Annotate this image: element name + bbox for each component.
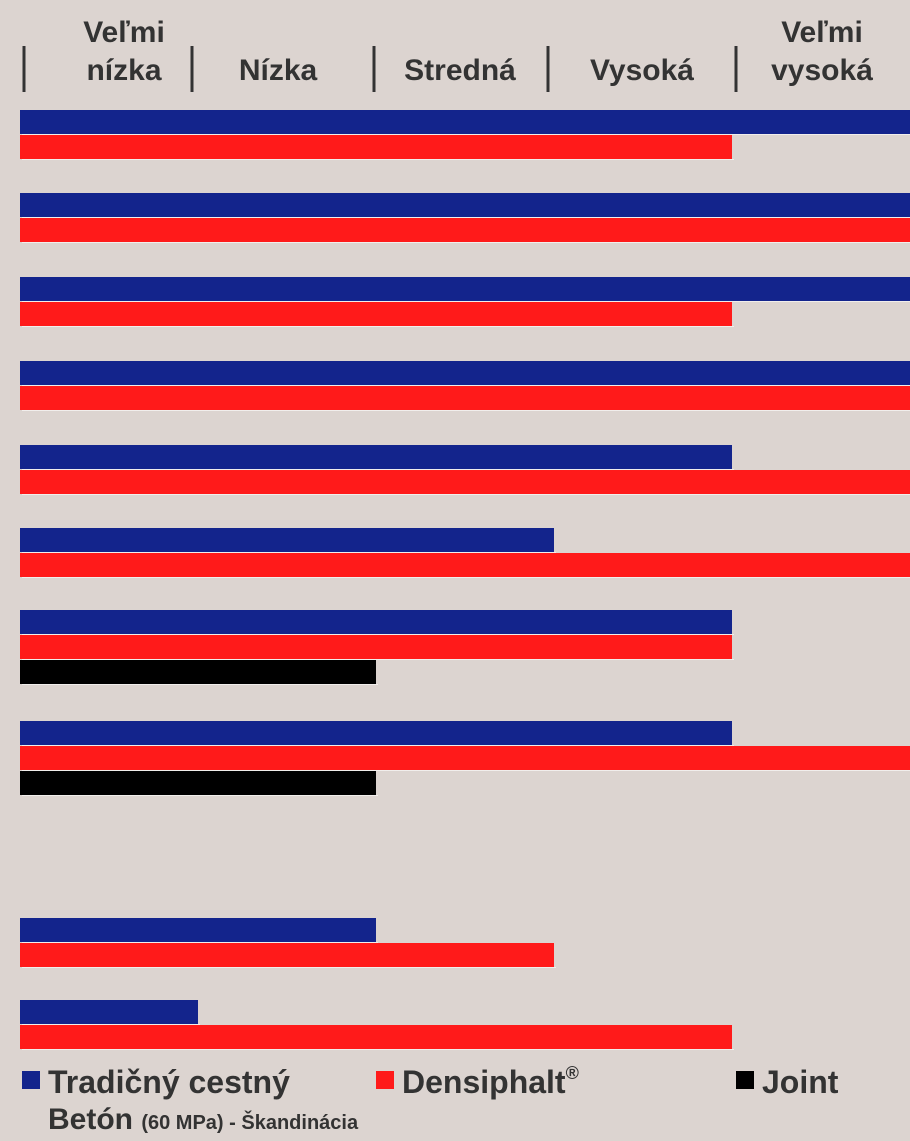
scale-label: Stredná	[404, 54, 516, 87]
bar-highlight	[22, 659, 734, 660]
bar-highlight	[22, 1024, 200, 1025]
bar-highlight	[22, 795, 378, 796]
legend-item-joint: Joint	[736, 1062, 838, 1102]
legend-label-traditional: Tradičný cestný	[48, 1064, 290, 1100]
bar-traditional	[20, 445, 732, 469]
bar-highlight	[22, 326, 734, 327]
bar-traditional	[20, 1000, 198, 1024]
bar-highlight	[22, 494, 910, 495]
scale-label: Veľmi	[83, 16, 165, 49]
legend-swatch-densiphalt	[376, 1071, 394, 1089]
bar-densiphalt	[20, 135, 732, 159]
legend-swatch-traditional	[22, 1071, 40, 1089]
bar-densiphalt	[20, 943, 554, 967]
bar-highlight	[22, 301, 910, 302]
bar-highlight	[22, 552, 556, 553]
bar-highlight	[22, 242, 910, 243]
bar-traditional	[20, 277, 910, 301]
bar-highlight	[22, 134, 910, 135]
bar-densiphalt	[20, 635, 732, 659]
legend-sublabel-main: Betón	[48, 1103, 133, 1136]
legend-item-traditional: Tradičný cestný	[22, 1062, 290, 1102]
bar-highlight	[22, 684, 378, 685]
bar-densiphalt	[20, 302, 732, 326]
bar-densiphalt	[20, 218, 910, 242]
scale-label: nízka	[86, 54, 161, 87]
legend-swatch-joint	[736, 1071, 754, 1089]
bar-densiphalt	[20, 1025, 732, 1049]
bar-densiphalt	[20, 470, 910, 494]
bar-highlight	[22, 745, 734, 746]
legend-sublabel-detail: (60 MPa) - Škandinácia	[141, 1112, 359, 1134]
bar-densiphalt	[20, 386, 910, 410]
bar-joint	[20, 771, 376, 795]
bar-highlight	[22, 385, 910, 386]
scale-label: vysoká	[771, 54, 873, 87]
bar-densiphalt	[20, 553, 910, 577]
bar-highlight	[22, 577, 910, 578]
bar-joint	[20, 660, 376, 684]
bar-highlight	[22, 217, 910, 218]
scale-label: Veľmi	[781, 16, 863, 49]
bar-traditional	[20, 361, 910, 385]
legend-item-densiphalt: Densiphalt®	[376, 1062, 579, 1102]
legend-registered-mark: ®	[565, 1063, 579, 1083]
scale-label: Nízka	[239, 54, 318, 87]
bar-highlight	[22, 942, 378, 943]
bar-highlight	[22, 159, 734, 160]
bar-chart: Veľmi nízka Nízka Stredná Vysoká Veľmi vysoká	[20, 16, 910, 1050]
bar-highlight	[22, 1049, 734, 1050]
bar-traditional	[20, 110, 910, 134]
bar-traditional	[20, 528, 554, 552]
bar-traditional	[20, 193, 910, 217]
legend-label-densiphalt: Densiphalt	[402, 1064, 566, 1100]
legend: Tradičný cestný Betón (60 MPa) - Škandin…	[22, 1062, 902, 1138]
bar-highlight	[22, 469, 734, 470]
bar-densiphalt	[20, 746, 910, 770]
bar-traditional	[20, 610, 732, 634]
bar-highlight	[22, 967, 556, 968]
bar-highlight	[22, 634, 734, 635]
bar-traditional	[20, 918, 376, 942]
legend-label-joint: Joint	[762, 1064, 839, 1100]
bar-traditional	[20, 721, 732, 745]
legend-sublabel-traditional: Betón (60 MPa) - Škandinácia	[48, 1102, 358, 1141]
bar-highlight	[22, 770, 910, 771]
scale-label: Vysoká	[590, 54, 694, 87]
bar-highlight	[22, 410, 910, 411]
